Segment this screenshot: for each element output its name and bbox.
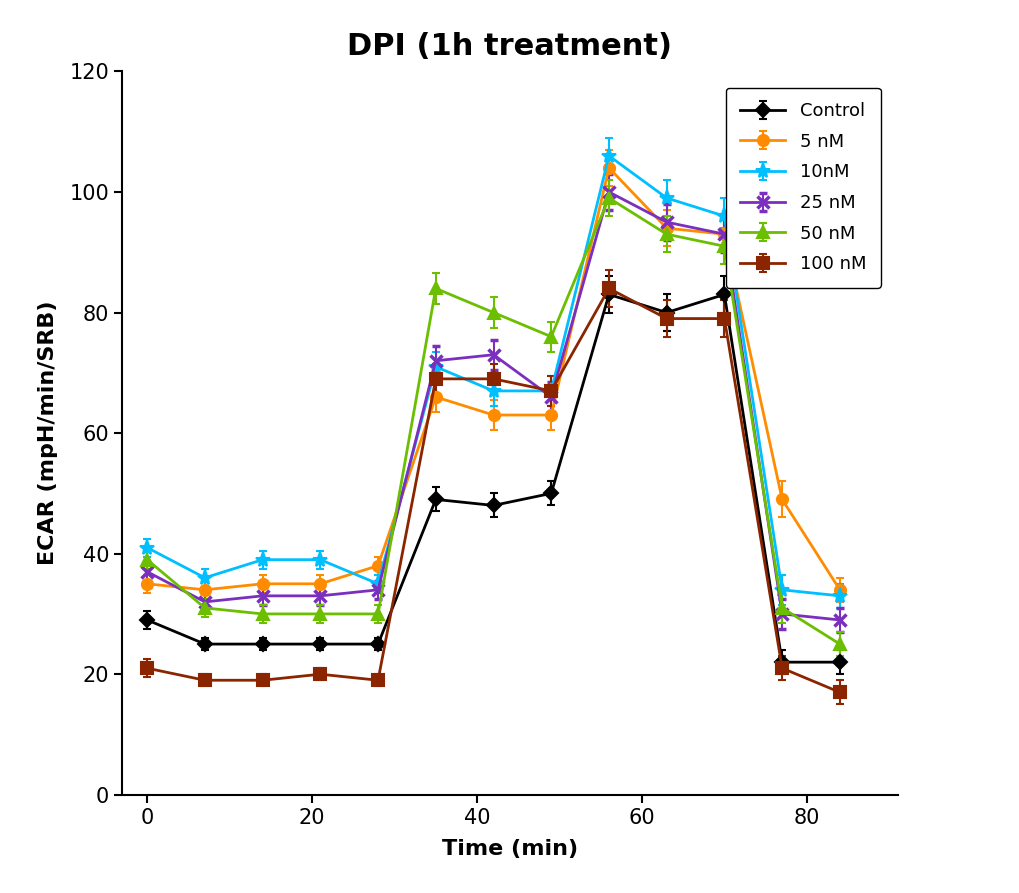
Legend: Control, 5 nM, 10nM, 25 nM, 50 nM, 100 nM: Control, 5 nM, 10nM, 25 nM, 50 nM, 100 n…	[726, 88, 880, 288]
Y-axis label: ECAR (mpH/min/SRB): ECAR (mpH/min/SRB)	[39, 301, 58, 565]
X-axis label: Time (min): Time (min)	[441, 839, 578, 859]
Title: DPI (1h treatment): DPI (1h treatment)	[347, 32, 672, 61]
